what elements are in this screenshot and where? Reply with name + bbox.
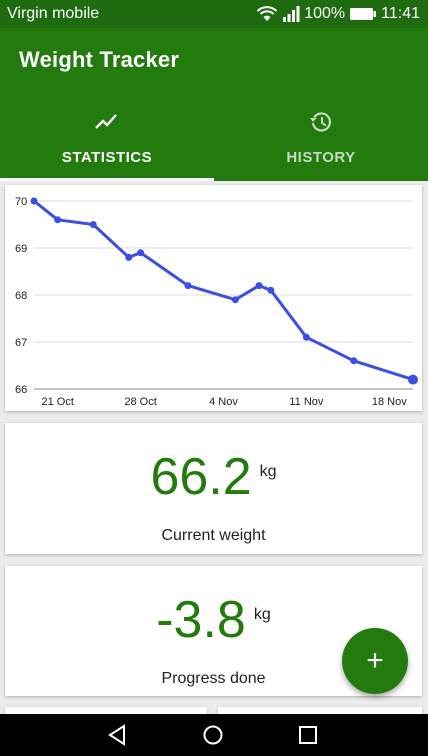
trending-down-icon — [94, 109, 120, 135]
data-point — [184, 282, 192, 290]
data-point — [30, 197, 38, 205]
y-tick-label: 66 — [15, 384, 27, 396]
clock: 11:41 — [381, 5, 420, 22]
x-tick-label: 18 Nov — [372, 396, 407, 408]
navigation-bar — [0, 714, 428, 756]
battery-icon — [349, 7, 377, 21]
add-weight-button[interactable]: + — [342, 628, 408, 694]
x-tick-label: 4 Nov — [209, 396, 238, 408]
current-weight-label: Current weight — [161, 527, 266, 544]
weight-chart-card: 66 67 68 69 70 21 Oct 28 Oct 4 Nov 11 Nov 18 Nov — [5, 185, 422, 411]
x-tick-label: 11 Nov — [289, 396, 324, 408]
progress-display: -3.8 kg — [5, 590, 422, 650]
history-icon — [308, 109, 334, 135]
data-point — [350, 357, 358, 365]
x-tick-label: 28 Oct — [124, 396, 156, 408]
data-point — [267, 286, 275, 294]
y-tick-label: 69 — [15, 243, 27, 255]
data-point — [255, 282, 263, 290]
signal-icon — [282, 6, 300, 22]
progress-label: Progress done — [161, 670, 266, 687]
data-point — [125, 253, 133, 261]
wifi-icon — [256, 6, 278, 22]
progress-value: -3.8 — [156, 591, 246, 649]
data-point — [302, 333, 310, 341]
status-icons: 100% 11:41 — [256, 5, 420, 23]
current-weight-card: 66.2 kg Current weight — [5, 423, 422, 554]
data-point — [231, 296, 239, 304]
plus-icon: + — [366, 644, 384, 677]
tab-indicator — [0, 178, 214, 181]
tab-statistics[interactable]: STATISTICS — [0, 102, 214, 181]
y-tick-label: 70 — [15, 196, 27, 208]
carrier-name: Virgin mobile — [7, 5, 100, 22]
weight-series-line — [33, 199, 414, 382]
current-weight-display: 66.2 kg — [5, 447, 422, 507]
weight-chart: 66 67 68 69 70 21 Oct 28 Oct 4 Nov 11 Nov 18 Nov — [15, 196, 418, 408]
y-tick-label: 68 — [15, 290, 27, 302]
status-bar: Virgin mobile 100% 11:41 — [0, 0, 428, 28]
recents-icon[interactable] — [297, 724, 319, 751]
current-weight-value: 66.2 — [150, 448, 252, 506]
app-bar: Weight Tracker STATISTICS HISTORY — [0, 28, 428, 181]
x-tick-label: 21 Oct — [41, 396, 73, 408]
current-weight-unit: kg — [259, 463, 277, 480]
data-point — [137, 249, 145, 257]
tab-history[interactable]: HISTORY — [214, 102, 428, 181]
back-icon[interactable] — [107, 724, 129, 751]
home-icon[interactable] — [202, 724, 224, 751]
data-point — [89, 221, 97, 228]
battery-percent: 100% — [304, 5, 346, 22]
data-point — [54, 216, 62, 224]
data-point — [408, 374, 418, 385]
progress-card: -3.8 kg Progress done — [5, 566, 422, 696]
progress-unit: kg — [253, 606, 271, 623]
tab-statistics-label: STATISTICS — [61, 149, 153, 166]
app-title: Weight Tracker — [19, 47, 180, 72]
tab-history-label: HISTORY — [286, 149, 356, 166]
y-tick-label: 67 — [15, 337, 27, 349]
